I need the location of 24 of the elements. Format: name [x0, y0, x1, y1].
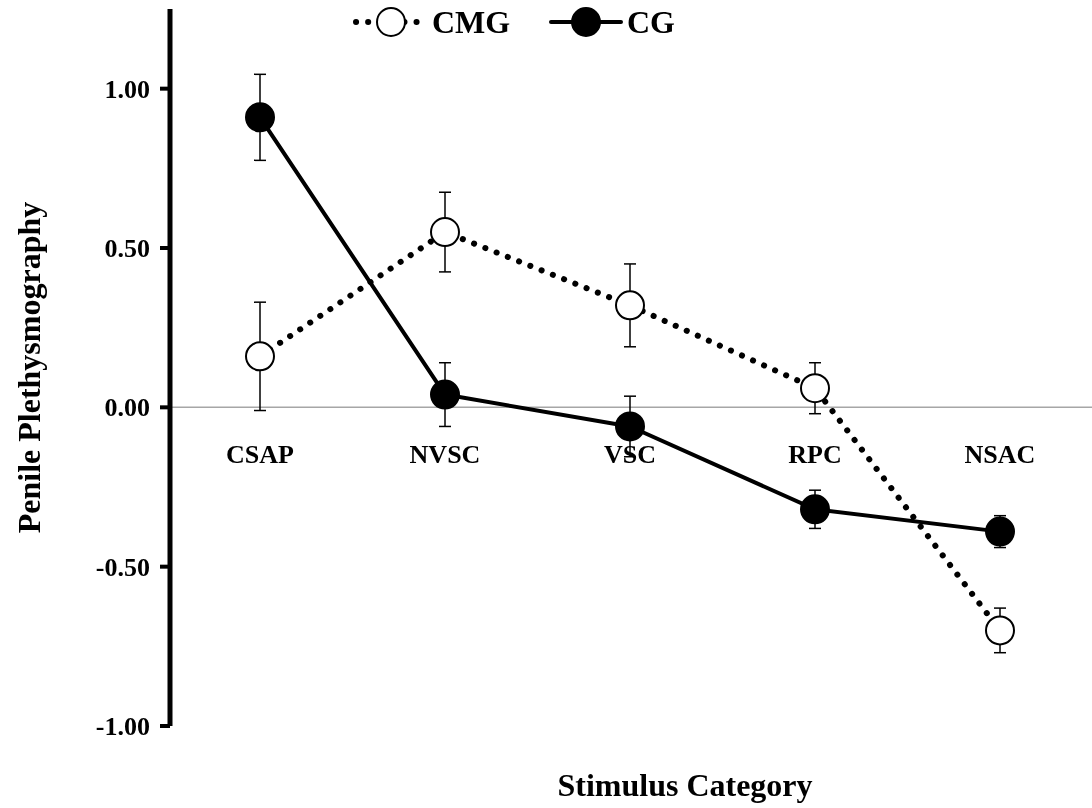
x-tick-label: NSAC [964, 440, 1036, 470]
point [615, 290, 645, 321]
y-tick-label: 0.50 [104, 234, 150, 264]
point [245, 341, 275, 372]
y-tick-label: 0.00 [104, 393, 150, 423]
point [985, 516, 1015, 547]
x-tick-label: NVSC [409, 440, 481, 470]
y-tick-label: -1.00 [95, 712, 150, 742]
point [615, 411, 645, 442]
y-tick-label: 1.00 [104, 74, 150, 104]
point [245, 102, 275, 133]
x-axis-title: Stimulus Category [557, 767, 813, 803]
point [985, 615, 1015, 646]
y-axis-title: Penile Plethysmography [11, 201, 47, 534]
x-tick-label: CSAP [226, 440, 295, 470]
legend-label: CMG [432, 4, 511, 41]
x-tick-label: VSC [603, 440, 657, 470]
point [430, 379, 460, 410]
x-tick-label: RPC [788, 440, 842, 470]
point [800, 494, 830, 525]
point [800, 373, 830, 404]
legend-label: CG [627, 4, 676, 41]
point [430, 217, 460, 248]
y-tick-label: -0.50 [95, 552, 150, 582]
